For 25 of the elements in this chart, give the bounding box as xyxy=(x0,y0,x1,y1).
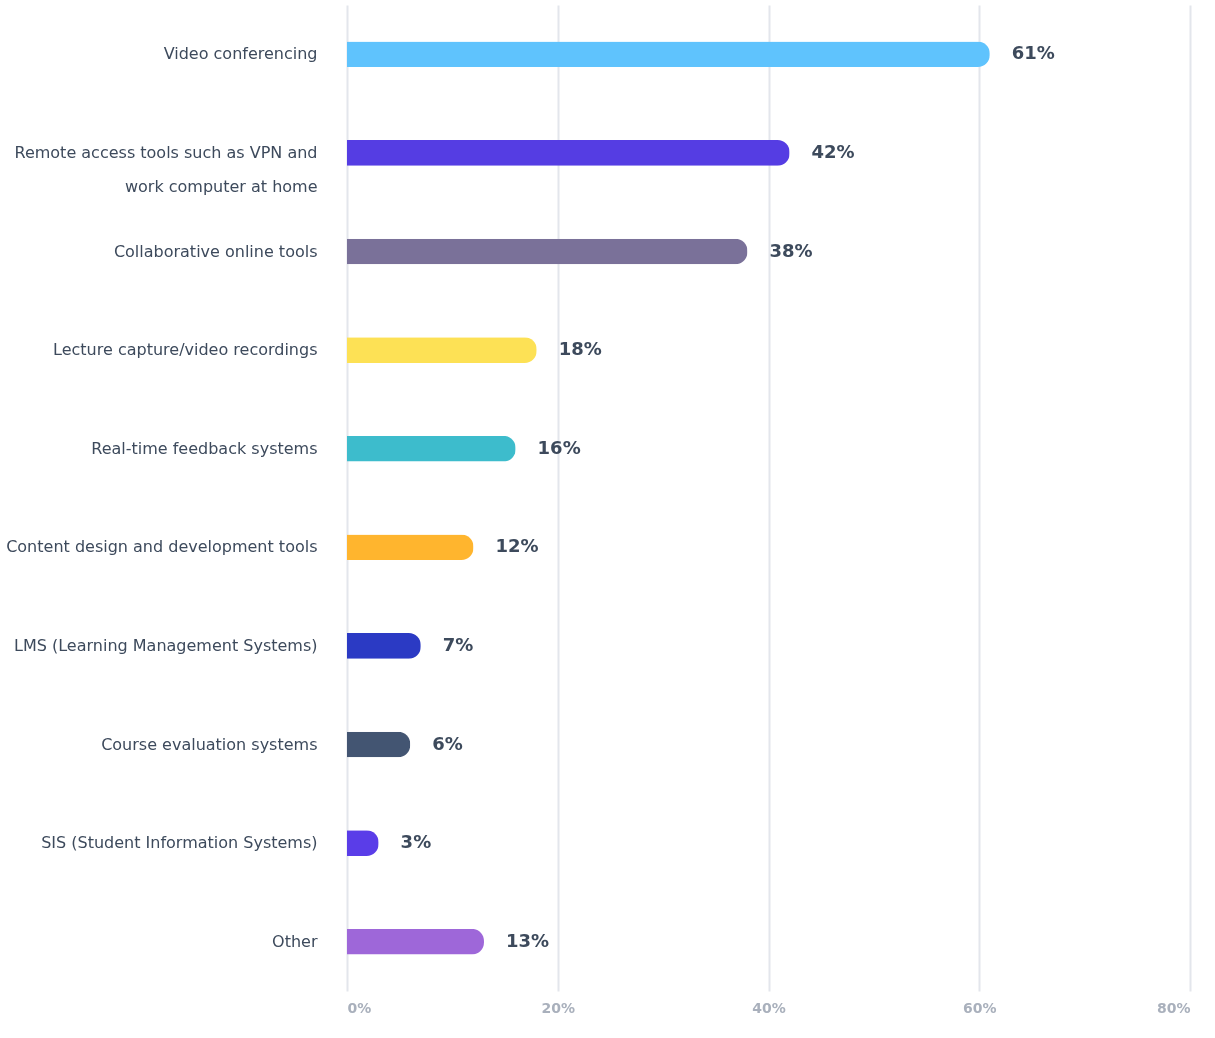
x-tick-label: 60% xyxy=(962,999,997,1016)
y-tick-label: Remote access tools such as VPN and work computer at home xyxy=(14,142,318,196)
y-tick-label: Lecture capture/video recordings xyxy=(53,340,318,360)
x-tick-label: 20% xyxy=(541,999,576,1016)
y-tick-label: Real-time feedback systems xyxy=(91,438,318,458)
data-label: 16% xyxy=(537,436,581,458)
data-label: 61% xyxy=(1011,42,1055,64)
data-label: 3% xyxy=(400,831,432,853)
data-label: 12% xyxy=(495,535,539,557)
data-label: 38% xyxy=(769,239,813,261)
y-tick-label: SIS (Student Information Systems) xyxy=(41,833,318,853)
y-tick-label: Other xyxy=(272,931,318,951)
y-tick-label: Content design and development tools xyxy=(6,537,318,557)
y-tick-label: Collaborative online tools xyxy=(113,241,318,261)
x-tick-label: 0% xyxy=(347,999,372,1016)
data-label: 6% xyxy=(432,732,463,754)
data-label: 18% xyxy=(558,338,602,360)
data-label: 42% xyxy=(811,140,855,162)
data-label: 7% xyxy=(442,633,474,655)
x-tick-label: 40% xyxy=(752,999,786,1016)
y-tick-label: Course evaluation systems xyxy=(101,734,318,754)
y-tick-label: LMS (Learning Management Systems) xyxy=(14,635,318,655)
y-tick-label: Video conferencing xyxy=(163,44,318,64)
x-tick-label: 80% xyxy=(1156,999,1191,1016)
data-label: 13% xyxy=(505,929,550,951)
